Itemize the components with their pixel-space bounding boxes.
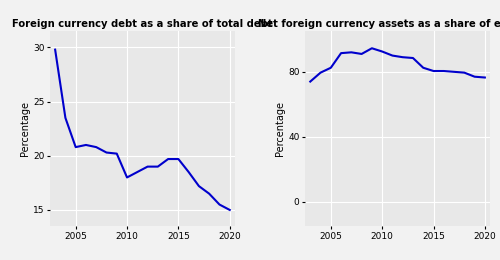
- Y-axis label: Percentage: Percentage: [20, 101, 30, 156]
- Title: Net foreign currency assets as a share of exports: Net foreign currency assets as a share o…: [258, 19, 500, 29]
- Y-axis label: Percentage: Percentage: [276, 101, 285, 156]
- Title: Foreign currency debt as a share of total debt: Foreign currency debt as a share of tota…: [12, 19, 272, 29]
